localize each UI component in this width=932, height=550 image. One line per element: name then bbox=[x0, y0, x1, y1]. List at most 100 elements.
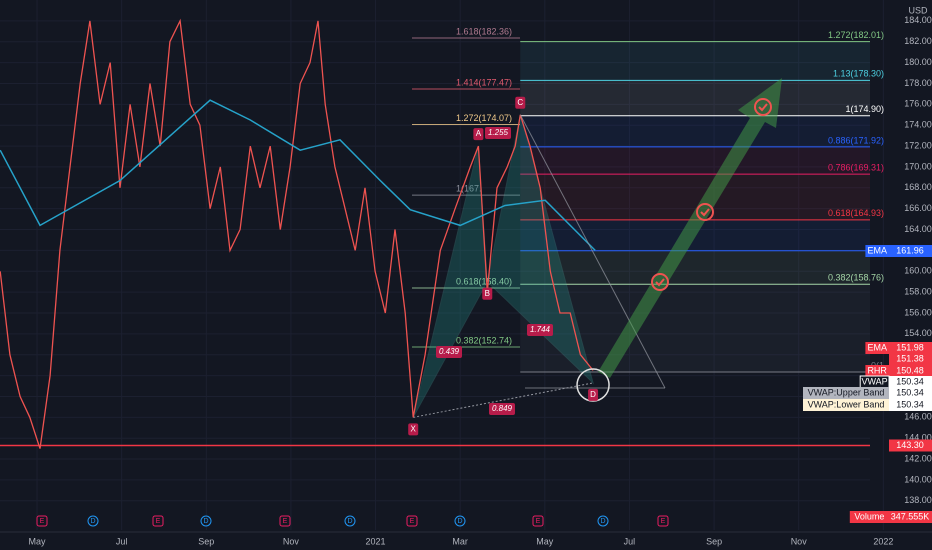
event-label: D bbox=[347, 518, 352, 525]
point-label: B bbox=[485, 289, 490, 298]
x-tick-label: Jul bbox=[116, 536, 128, 546]
y-tick-label: 154.00 bbox=[904, 328, 932, 338]
fib-label: 0.618(164.93) bbox=[828, 208, 884, 218]
badge-name: VWAP:Upper Band bbox=[808, 387, 885, 397]
check-icon bbox=[655, 278, 665, 287]
target-arrow bbox=[598, 78, 782, 378]
point-badge bbox=[408, 423, 419, 436]
y-tick-label: 172.00 bbox=[904, 140, 932, 150]
price-badge bbox=[889, 365, 932, 377]
x-tick-label: May bbox=[29, 536, 47, 546]
badge-name: EMA bbox=[867, 342, 887, 352]
d-highlight bbox=[576, 368, 610, 402]
target-check bbox=[754, 98, 772, 116]
badge-value: 161.96 bbox=[896, 245, 924, 255]
target-check bbox=[651, 273, 669, 291]
y-tick-label: 160.00 bbox=[904, 266, 932, 276]
fib-label: 0.786(169.31) bbox=[828, 163, 884, 173]
badge-name-box bbox=[849, 511, 889, 523]
event-marker bbox=[406, 515, 418, 527]
x-tick-label: 2022 bbox=[873, 536, 893, 546]
event-label: E bbox=[661, 518, 666, 525]
point-badge bbox=[482, 287, 493, 300]
event-label: D bbox=[600, 518, 605, 525]
badge-name-box bbox=[865, 365, 889, 377]
badge-name: RHR bbox=[867, 365, 887, 375]
y-tick-label: 170.00 bbox=[904, 161, 932, 171]
fib-label: 0.618(158.40) bbox=[456, 276, 512, 286]
y-tick-label: 184.00 bbox=[904, 15, 932, 25]
fib-label: 1(174.90) bbox=[845, 104, 884, 114]
fib-label: 1.272(182.01) bbox=[828, 30, 884, 40]
event-marker bbox=[200, 515, 212, 527]
badge-value: 151.38 bbox=[896, 353, 924, 363]
x-tick-label: Mar bbox=[452, 536, 468, 546]
pattern-xd bbox=[413, 382, 594, 418]
badge-name: EMA bbox=[867, 245, 887, 255]
x-tick-label: Nov bbox=[791, 536, 808, 546]
point-label: D bbox=[590, 390, 596, 399]
event-marker bbox=[152, 515, 164, 527]
badge-value: 150.34 bbox=[896, 376, 924, 386]
y-tick-label: 140.00 bbox=[904, 474, 932, 484]
ema-line bbox=[0, 99, 596, 251]
event-marker bbox=[657, 515, 669, 527]
price-badge bbox=[889, 245, 932, 257]
x-tick-label: Jul bbox=[624, 536, 636, 546]
badge-value: 151.98 bbox=[896, 342, 924, 352]
fib-zone bbox=[520, 250, 870, 285]
y-tick-label: 168.00 bbox=[904, 182, 932, 192]
y-tick-label: 138.00 bbox=[904, 495, 932, 505]
currency: USD bbox=[908, 5, 928, 15]
point-badge bbox=[515, 96, 526, 109]
ratio-label: 0.849 bbox=[492, 404, 513, 413]
x-tick-label: Nov bbox=[283, 536, 300, 546]
fib-label: 1.13(178.30) bbox=[833, 69, 884, 79]
event-label: E bbox=[156, 518, 161, 525]
y-tick-label: 156.00 bbox=[904, 307, 932, 317]
fib-label: 0.382(152.74) bbox=[456, 335, 512, 345]
event-marker bbox=[597, 515, 609, 527]
event-label: D bbox=[203, 518, 208, 525]
price-badge bbox=[889, 387, 932, 399]
event-marker bbox=[87, 515, 99, 527]
fib-label: 1.414(177.47) bbox=[456, 77, 512, 87]
badge-name-box bbox=[803, 387, 889, 399]
event-marker bbox=[36, 515, 48, 527]
ratio-label: 1.255 bbox=[488, 128, 509, 137]
ratio-badge bbox=[489, 403, 515, 415]
ratio-label: 1.744 bbox=[530, 325, 551, 334]
check-icon bbox=[758, 103, 768, 112]
badge-value: 150.34 bbox=[896, 399, 924, 409]
price-badge bbox=[889, 439, 932, 452]
event-label: D bbox=[90, 518, 95, 525]
fib-zone bbox=[520, 80, 870, 116]
x-tick-label: May bbox=[536, 536, 554, 546]
y-tick-label: 174.00 bbox=[904, 120, 932, 130]
event-marker bbox=[279, 515, 291, 527]
badge-value: 150.34 bbox=[896, 387, 924, 397]
fib-label: 0.382(158.76) bbox=[828, 273, 884, 283]
badge-name-box bbox=[865, 245, 889, 257]
y-tick-label: 178.00 bbox=[904, 78, 932, 88]
y-tick-label: 142.00 bbox=[904, 453, 932, 463]
fib-zone bbox=[520, 115, 870, 147]
fib-label: 0.886(171.92) bbox=[828, 135, 884, 145]
event-label: E bbox=[283, 518, 288, 525]
ratio-badge bbox=[436, 346, 462, 358]
fib-zone bbox=[520, 41, 870, 81]
badge-name: VWAP:Lower Band bbox=[808, 399, 885, 409]
price-badge bbox=[889, 342, 932, 354]
fib-zone bbox=[520, 146, 870, 175]
point-badge bbox=[473, 128, 484, 141]
event-marker bbox=[454, 515, 466, 527]
check-icon bbox=[700, 208, 710, 217]
event-label: D bbox=[457, 518, 462, 525]
x-tick-label: Sep bbox=[198, 536, 214, 546]
fib-label: 1(167. bbox=[456, 183, 482, 193]
price-badge bbox=[889, 399, 932, 411]
badge-name: Volume bbox=[854, 511, 884, 521]
x-tick-label: 2021 bbox=[366, 536, 386, 546]
y-tick-label: 158.00 bbox=[904, 287, 932, 297]
